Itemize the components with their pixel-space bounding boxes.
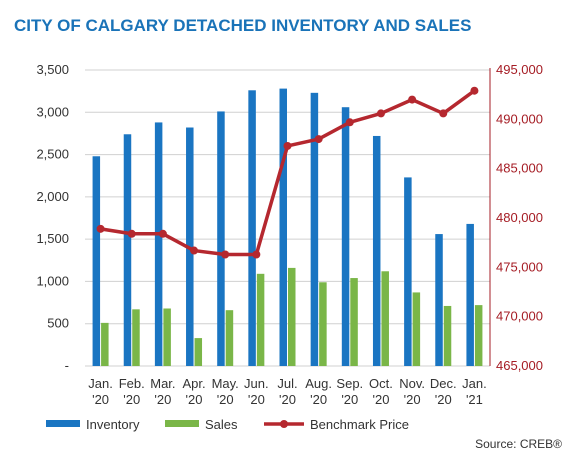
- x-tick-label: '20: [341, 392, 358, 407]
- right-axis-tick-label: 485,000: [496, 161, 543, 176]
- x-tick-label: Oct.: [369, 376, 393, 391]
- x-tick-label: Jan.: [462, 376, 487, 391]
- x-tick-label: '20: [372, 392, 389, 407]
- x-tick-label: Jun.: [244, 376, 269, 391]
- x-tick-label: Jul.: [277, 376, 297, 391]
- benchmark-price-point: [408, 95, 417, 104]
- right-axis-tick-label: 495,000: [496, 62, 543, 77]
- x-tick-label: '20: [248, 392, 265, 407]
- x-tick-label: '20: [92, 392, 109, 407]
- benchmark-price-point: [283, 141, 292, 150]
- x-tick-label: Sep.: [336, 376, 363, 391]
- sales-bar: [350, 278, 358, 366]
- x-tick-label: Dec.: [430, 376, 457, 391]
- sales-bar: [443, 305, 452, 366]
- x-tick-label: '20: [123, 392, 140, 407]
- inventory-bar: [154, 122, 163, 366]
- inventory-bar: [372, 135, 381, 366]
- sales-bar: [132, 309, 140, 366]
- legend-label-sales: Sales: [205, 417, 238, 432]
- sales-bar: [319, 282, 327, 366]
- x-tick-label: '20: [435, 392, 452, 407]
- legend-label-benchmark: Benchmark Price: [310, 417, 409, 432]
- x-tick-label: Jan.: [88, 376, 113, 391]
- inventory-bar: [341, 107, 350, 366]
- inventory-bar: [279, 88, 287, 366]
- benchmark-price-point: [158, 229, 167, 238]
- x-tick-label: '20: [217, 392, 234, 407]
- inventory-bar: [310, 92, 319, 366]
- x-tick-label: Aug.: [305, 376, 332, 391]
- axes: - 500 1,000 1,500 2,000 2,500 3,000 3,500 465,00…: [36, 62, 543, 407]
- x-tick-label: Apr.: [182, 376, 205, 391]
- sales-bar: [256, 273, 265, 366]
- x-tick-label: '20: [154, 392, 171, 407]
- sales-bar: [101, 322, 109, 366]
- benchmark-price-point: [376, 109, 385, 118]
- sales-bar: [163, 308, 171, 366]
- left-axis-tick-label: 2,000: [36, 189, 69, 204]
- left-axis-tick-label: 500: [47, 316, 69, 331]
- inventory-bar: [466, 223, 474, 366]
- inventory-bar: [435, 234, 443, 366]
- sales-bar: [474, 305, 483, 366]
- x-tick-label: May.: [212, 376, 239, 391]
- sales-bar: [225, 310, 234, 366]
- legend-swatch-inventory: [46, 420, 80, 427]
- x-tick-label: Mar.: [150, 376, 175, 391]
- x-tick-label: '20: [186, 392, 203, 407]
- left-axis-tick-label: 3,000: [36, 104, 69, 119]
- right-axis-tick-label: 465,000: [496, 358, 543, 373]
- benchmark-price-point: [470, 86, 479, 95]
- benchmark-price-point: [314, 135, 323, 144]
- benchmark-line: [96, 86, 479, 259]
- x-tick-label: '20: [279, 392, 296, 407]
- source-note: Source: CREB®: [475, 437, 562, 451]
- benchmark-price-point: [252, 250, 261, 259]
- legend: Inventory Sales Benchmark Price: [46, 417, 409, 432]
- legend-swatch-benchmark-point: [280, 420, 288, 428]
- legend-swatch-sales: [165, 420, 199, 427]
- left-axis-tick-label: 1,500: [36, 231, 69, 246]
- inventory-bar: [248, 90, 256, 366]
- sales-bar: [194, 338, 203, 366]
- right-axis-tick-label: 490,000: [496, 111, 543, 126]
- inventory-bar: [404, 177, 412, 366]
- benchmark-price-point: [439, 109, 448, 118]
- inventory-bar: [92, 156, 101, 366]
- left-axis-tick-label: 1,000: [36, 273, 69, 288]
- x-tick-label: Nov.: [399, 376, 425, 391]
- chart-title: CITY OF CALGARY DETACHED INVENTORY AND S…: [14, 16, 471, 35]
- gridlines: [85, 69, 490, 367]
- sales-bar: [288, 267, 296, 366]
- left-axis-tick-label: -: [65, 358, 69, 373]
- bars: [92, 88, 483, 366]
- right-axis-tick-label: 470,000: [496, 309, 543, 324]
- x-tick-label: '20: [404, 392, 421, 407]
- left-axis-tick-label: 2,500: [36, 147, 69, 162]
- sales-bar: [381, 271, 389, 366]
- benchmark-price-point: [127, 229, 136, 238]
- x-tick-label: '20: [310, 392, 327, 407]
- right-axis-tick-label: 480,000: [496, 210, 543, 225]
- x-tick-label: '21: [466, 392, 483, 407]
- benchmark-price-point: [345, 118, 354, 127]
- sales-bar: [412, 292, 421, 366]
- inventory-bar: [217, 111, 225, 366]
- benchmark-price-point: [221, 250, 230, 259]
- left-axis-tick-label: 3,500: [36, 62, 69, 77]
- benchmark-price-point: [190, 246, 199, 255]
- right-axis-tick-label: 475,000: [496, 259, 543, 274]
- benchmark-price-point: [96, 224, 105, 233]
- x-tick-label: Feb.: [119, 376, 145, 391]
- legend-label-inventory: Inventory: [86, 417, 140, 432]
- inventory-bar: [123, 134, 132, 366]
